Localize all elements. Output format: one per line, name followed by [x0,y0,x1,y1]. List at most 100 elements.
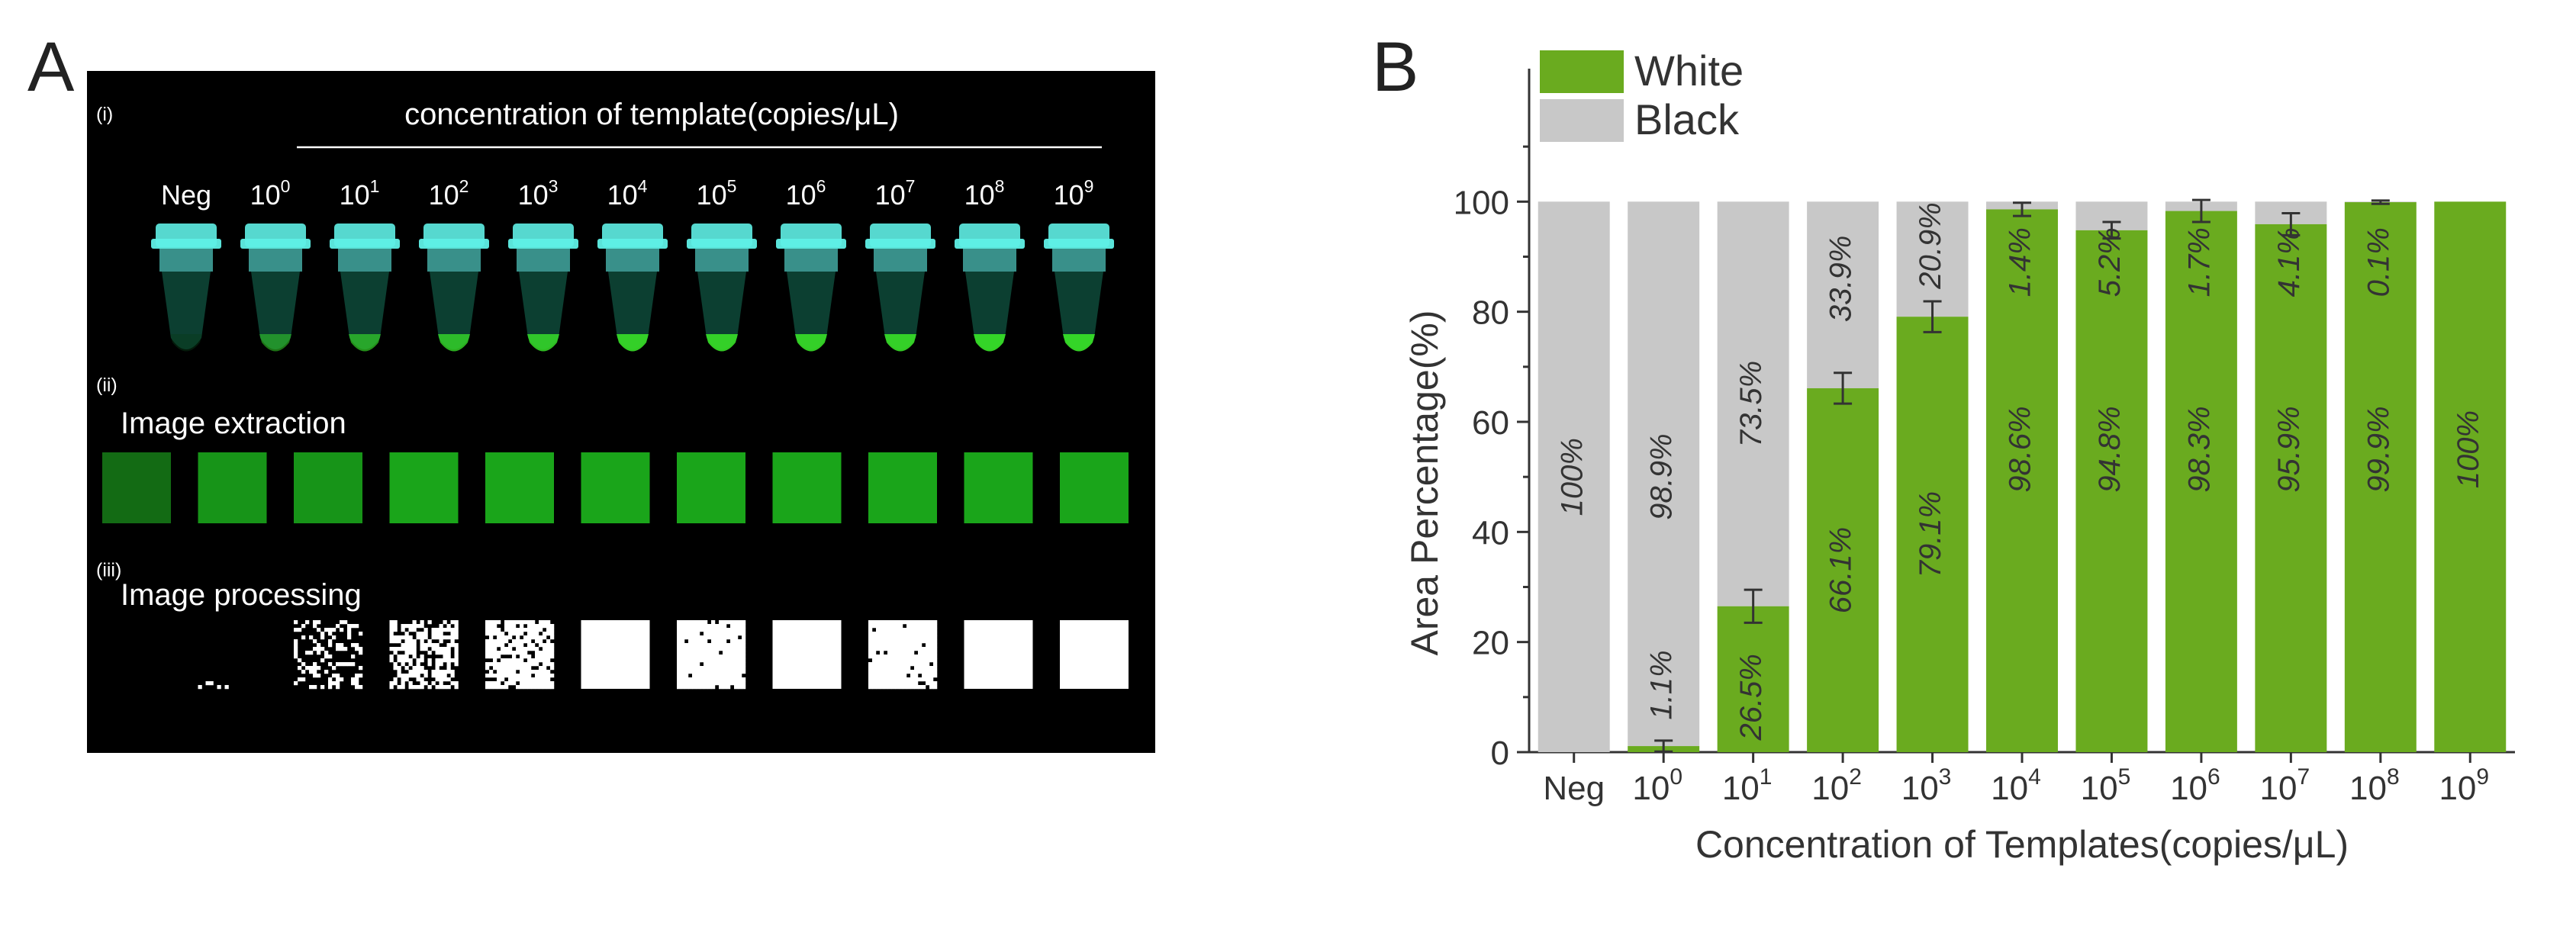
black-value-label: 4.1% [2272,227,2306,297]
tube-liquid [438,334,470,352]
tube-liquid [259,334,291,352]
tube-body [251,272,300,349]
black-value-label: 20.9% [1914,202,1947,289]
processed-bw-square [964,620,1033,689]
bar-black [1538,201,1610,752]
tube-body [162,272,211,349]
tube-body [697,272,746,349]
tube-liquid [884,334,916,352]
image-extraction-title: Image extraction [121,407,346,440]
y-axis-title: Area Percentage(%) [1403,310,1446,655]
error-bar [1654,739,1673,753]
x-tick-label: 102 [1811,764,1862,807]
tube [330,224,400,352]
white-value-label: 79.1% [1914,491,1947,577]
tube-liquid [795,334,827,352]
processed-bw-square [868,620,938,690]
legend-swatch [1540,50,1624,93]
tube-body [965,272,1014,349]
white-value-label: 66.1% [1824,527,1858,613]
tube-body [430,272,478,349]
panel-b-letter: B [1372,28,1419,106]
tube-liquid [617,334,649,352]
x-tick-label: 109 [2439,764,2489,807]
bar-white [2075,230,2148,752]
extracted-green-square [964,452,1033,523]
processed-bw-square [294,620,363,690]
x-tick-label: 103 [1901,764,1952,807]
tube-liquid [349,334,381,352]
concentration-header: concentration of template(copies/μL) [404,98,899,131]
tube-liquid [706,334,738,352]
tube [687,224,757,352]
black-value-label: 33.9% [1824,236,1858,322]
white-value-label: 100% [2452,410,2485,488]
tube-body [340,272,389,349]
extracted-green-square [1060,452,1129,523]
bar-white [2344,202,2417,752]
x-tick-label: 101 [1722,764,1773,807]
y-tick-label: 0 [1491,735,1509,772]
tube-body [608,272,657,349]
panel-a-photo: (i) concentration of template(copies/μL)… [85,71,1157,753]
white-value-label: 94.8% [2093,406,2127,492]
tube-body [519,272,568,349]
extracted-green-square [102,452,171,523]
image-processing-title: Image processing [121,578,362,612]
white-value-label: 95.9% [2272,406,2306,492]
black-value-label: 1.4% [2004,227,2037,297]
legend-label: White [1634,47,1744,95]
black-value-label: 1.7% [2182,227,2216,297]
error-bar [1923,300,1942,333]
tube-liquid [170,334,202,352]
tube-label: 102 [429,176,469,211]
x-tick-label: Neg [1543,770,1605,807]
extracted-green-square [294,452,362,523]
tube-body [1055,272,1103,349]
section-i-label: (i) [96,104,113,125]
white-value-label: 26.5% [1734,654,1768,741]
extracted-green-square [389,452,459,523]
bar-black [1896,201,1969,317]
extracted-green-square [198,452,267,523]
x-tick-label: 105 [2081,764,2131,807]
section-iii-label: (iii) [96,560,121,581]
error-bar [2102,220,2121,240]
processed-bw-square [677,620,746,690]
x-tick-label: 106 [2170,764,2220,807]
tube-liquid [527,334,559,352]
y-tick-label: 80 [1472,294,1509,332]
bar-white [2434,201,2507,752]
processed-bw-square [772,620,842,689]
error-bar [1834,371,1853,405]
extracted-green-square [868,452,937,523]
tube [955,224,1025,352]
bar-white [1717,606,1789,752]
white-value-label: 99.9% [2362,406,2395,492]
y-tick-label: 20 [1472,625,1509,662]
tube [419,224,489,352]
tube [865,224,935,352]
x-tick-label: 104 [1991,764,2041,807]
tube-body [787,272,836,349]
black-value-label: 100% [1555,438,1589,516]
x-axis-title: Concentration of Templates(copies/μL) [1695,823,2349,866]
bar-black [1628,201,1700,747]
tube-label: 109 [1054,176,1094,211]
bar-white [2165,211,2237,752]
section-ii-label: (ii) [96,375,118,396]
y-tick-label: 60 [1472,404,1509,442]
extracted-green-square [581,452,650,523]
bar-white [1807,388,1879,752]
legend-swatch [1540,99,1624,142]
processed-bw-square [581,620,650,689]
bar-white [2255,224,2327,753]
tube [508,224,578,352]
processed-bw-square [485,620,555,690]
y-tick-label: 100 [1454,184,1509,221]
y-tick-label: 40 [1472,514,1509,552]
bar-white [1986,209,2058,753]
processed-bw-square [1060,620,1129,689]
tube [240,224,311,352]
